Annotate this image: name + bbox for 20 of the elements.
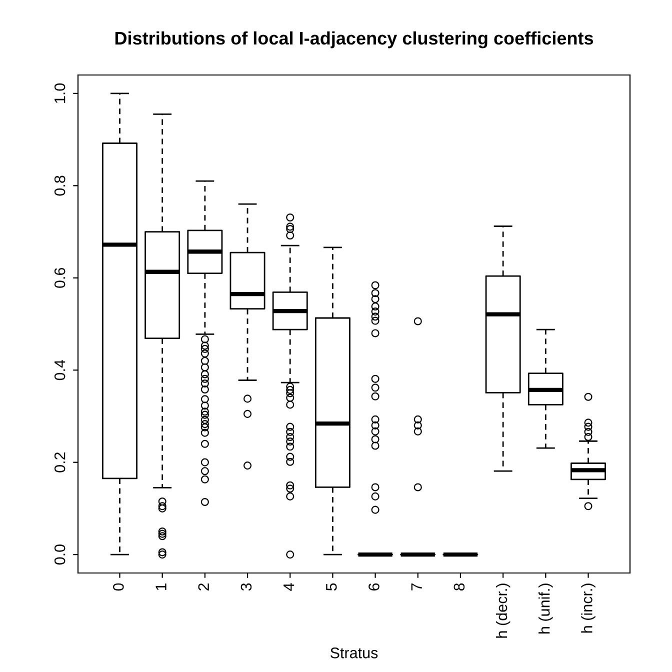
x-tick-label: 1 — [156, 583, 166, 590]
x-tick-label: 4 — [284, 583, 294, 591]
x-tick-label: h (incr.) — [581, 584, 596, 633]
y-tick-label: 0.6 — [54, 268, 66, 288]
x-tick-label: 2 — [198, 583, 209, 590]
y-tick-label: 0.0 — [54, 544, 66, 565]
y-tick-label: 0.8 — [54, 176, 66, 196]
x-tick-label: 3 — [240, 583, 252, 591]
y-tick-label: 0.2 — [54, 452, 66, 472]
x-tick-label: h (unif.) — [538, 584, 553, 634]
x-tick-label: 5 — [326, 583, 337, 591]
x-tick-label: 7 — [411, 583, 422, 590]
x-axis-title: Stratus — [330, 647, 378, 658]
x-tick-label: 0 — [113, 583, 124, 591]
x-tick-label: 6 — [368, 583, 380, 590]
chart-title: Distributions of local I-adjacency clustering coefficients — [115, 31, 594, 48]
x-tick-label: 8 — [454, 583, 465, 591]
y-tick-label: 0.4 — [54, 360, 66, 380]
y-tick-label: 1.0 — [54, 83, 66, 103]
x-tick-label: h (decr.) — [496, 584, 510, 638]
